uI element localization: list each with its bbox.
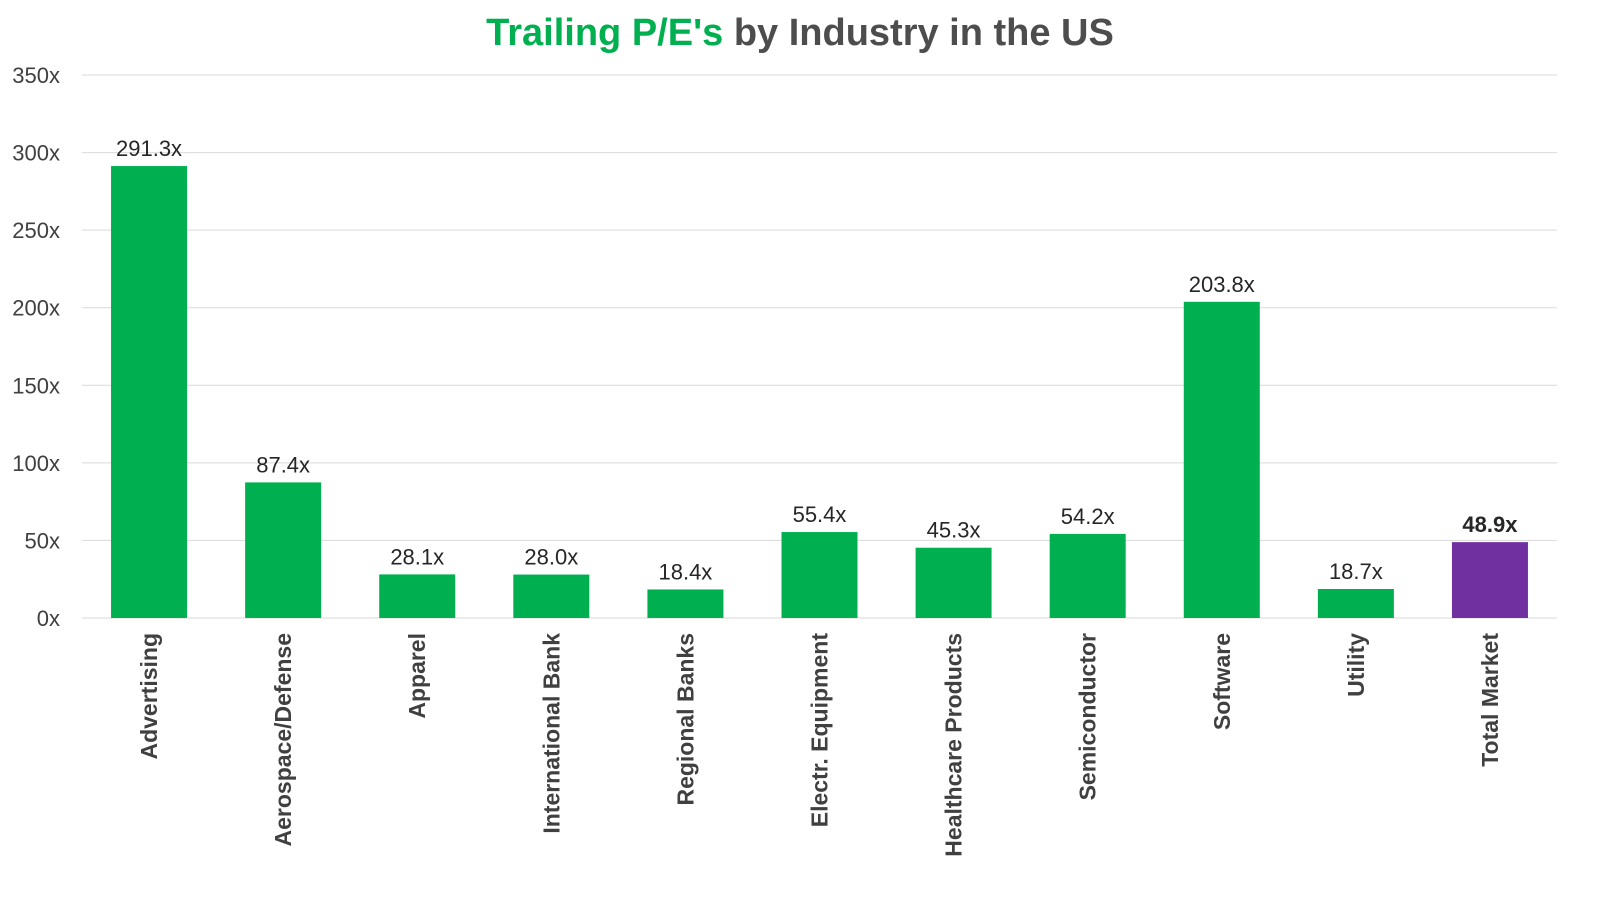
chart-title: Trailing P/E's by Industry in the US bbox=[0, 8, 1600, 58]
bars bbox=[111, 166, 1528, 619]
data-label: 87.4x bbox=[256, 452, 310, 477]
bar bbox=[915, 547, 992, 618]
category-label: Advertising bbox=[136, 633, 162, 760]
y-tick-label: 0x bbox=[37, 606, 60, 631]
y-tick-label: 150x bbox=[12, 373, 60, 398]
y-tick-label: 300x bbox=[12, 141, 60, 166]
data-label: 54.2x bbox=[1061, 504, 1115, 529]
y-tick-label: 250x bbox=[12, 218, 60, 243]
category-label: Total Market bbox=[1477, 633, 1503, 767]
y-tick-label: 50x bbox=[25, 528, 60, 553]
category-label: Electr. Equipment bbox=[807, 633, 833, 828]
bar bbox=[781, 532, 858, 618]
data-label: 18.4x bbox=[658, 559, 712, 584]
data-label: 291.3x bbox=[116, 136, 182, 161]
gridlines bbox=[82, 74, 1557, 619]
data-label: 28.1x bbox=[390, 544, 444, 569]
category-label: Software bbox=[1209, 633, 1235, 730]
bar bbox=[1049, 533, 1126, 618]
data-label: 203.8x bbox=[1189, 272, 1255, 297]
data-label: 55.4x bbox=[793, 502, 847, 527]
data-label: 18.7x bbox=[1329, 559, 1383, 584]
category-labels: Advertising Aerospace/Defense Apparel Inter… bbox=[136, 633, 1503, 857]
y-tick-label: 100x bbox=[12, 451, 60, 476]
bar bbox=[111, 166, 188, 619]
data-label: 28.0x bbox=[524, 545, 578, 570]
y-tick-label: 350x bbox=[12, 63, 60, 88]
bar bbox=[1317, 588, 1394, 618]
category-label: Healthcare Products bbox=[941, 633, 967, 857]
bar bbox=[647, 589, 724, 618]
bar bbox=[245, 482, 322, 618]
bar bbox=[1183, 301, 1260, 618]
y-axis-tick-labels: 0x 50x 100x 150x 200x 250x 300x 350x bbox=[12, 63, 60, 631]
data-label: 48.9x bbox=[1462, 512, 1518, 537]
chart-title-rest: by Industry in the US bbox=[733, 12, 1114, 54]
category-label: Semiconductor bbox=[1075, 633, 1101, 800]
y-tick-label: 200x bbox=[12, 296, 60, 321]
bar bbox=[1451, 542, 1528, 618]
data-label: 45.3x bbox=[927, 518, 981, 543]
category-label: International Bank bbox=[538, 633, 564, 834]
bar bbox=[379, 574, 456, 618]
category-label: Apparel bbox=[404, 633, 430, 719]
data-labels: 291.3x 87.4x 28.1x 28.0x 18.4x 55.4x 45.3x 54.2… bbox=[116, 136, 1518, 584]
bar bbox=[513, 574, 590, 618]
chart-title-highlight: Trailing P/E's bbox=[486, 12, 724, 54]
category-label: Utility bbox=[1343, 633, 1369, 697]
category-label: Regional Banks bbox=[672, 633, 698, 806]
category-label: Aerospace/Defense bbox=[270, 633, 296, 847]
